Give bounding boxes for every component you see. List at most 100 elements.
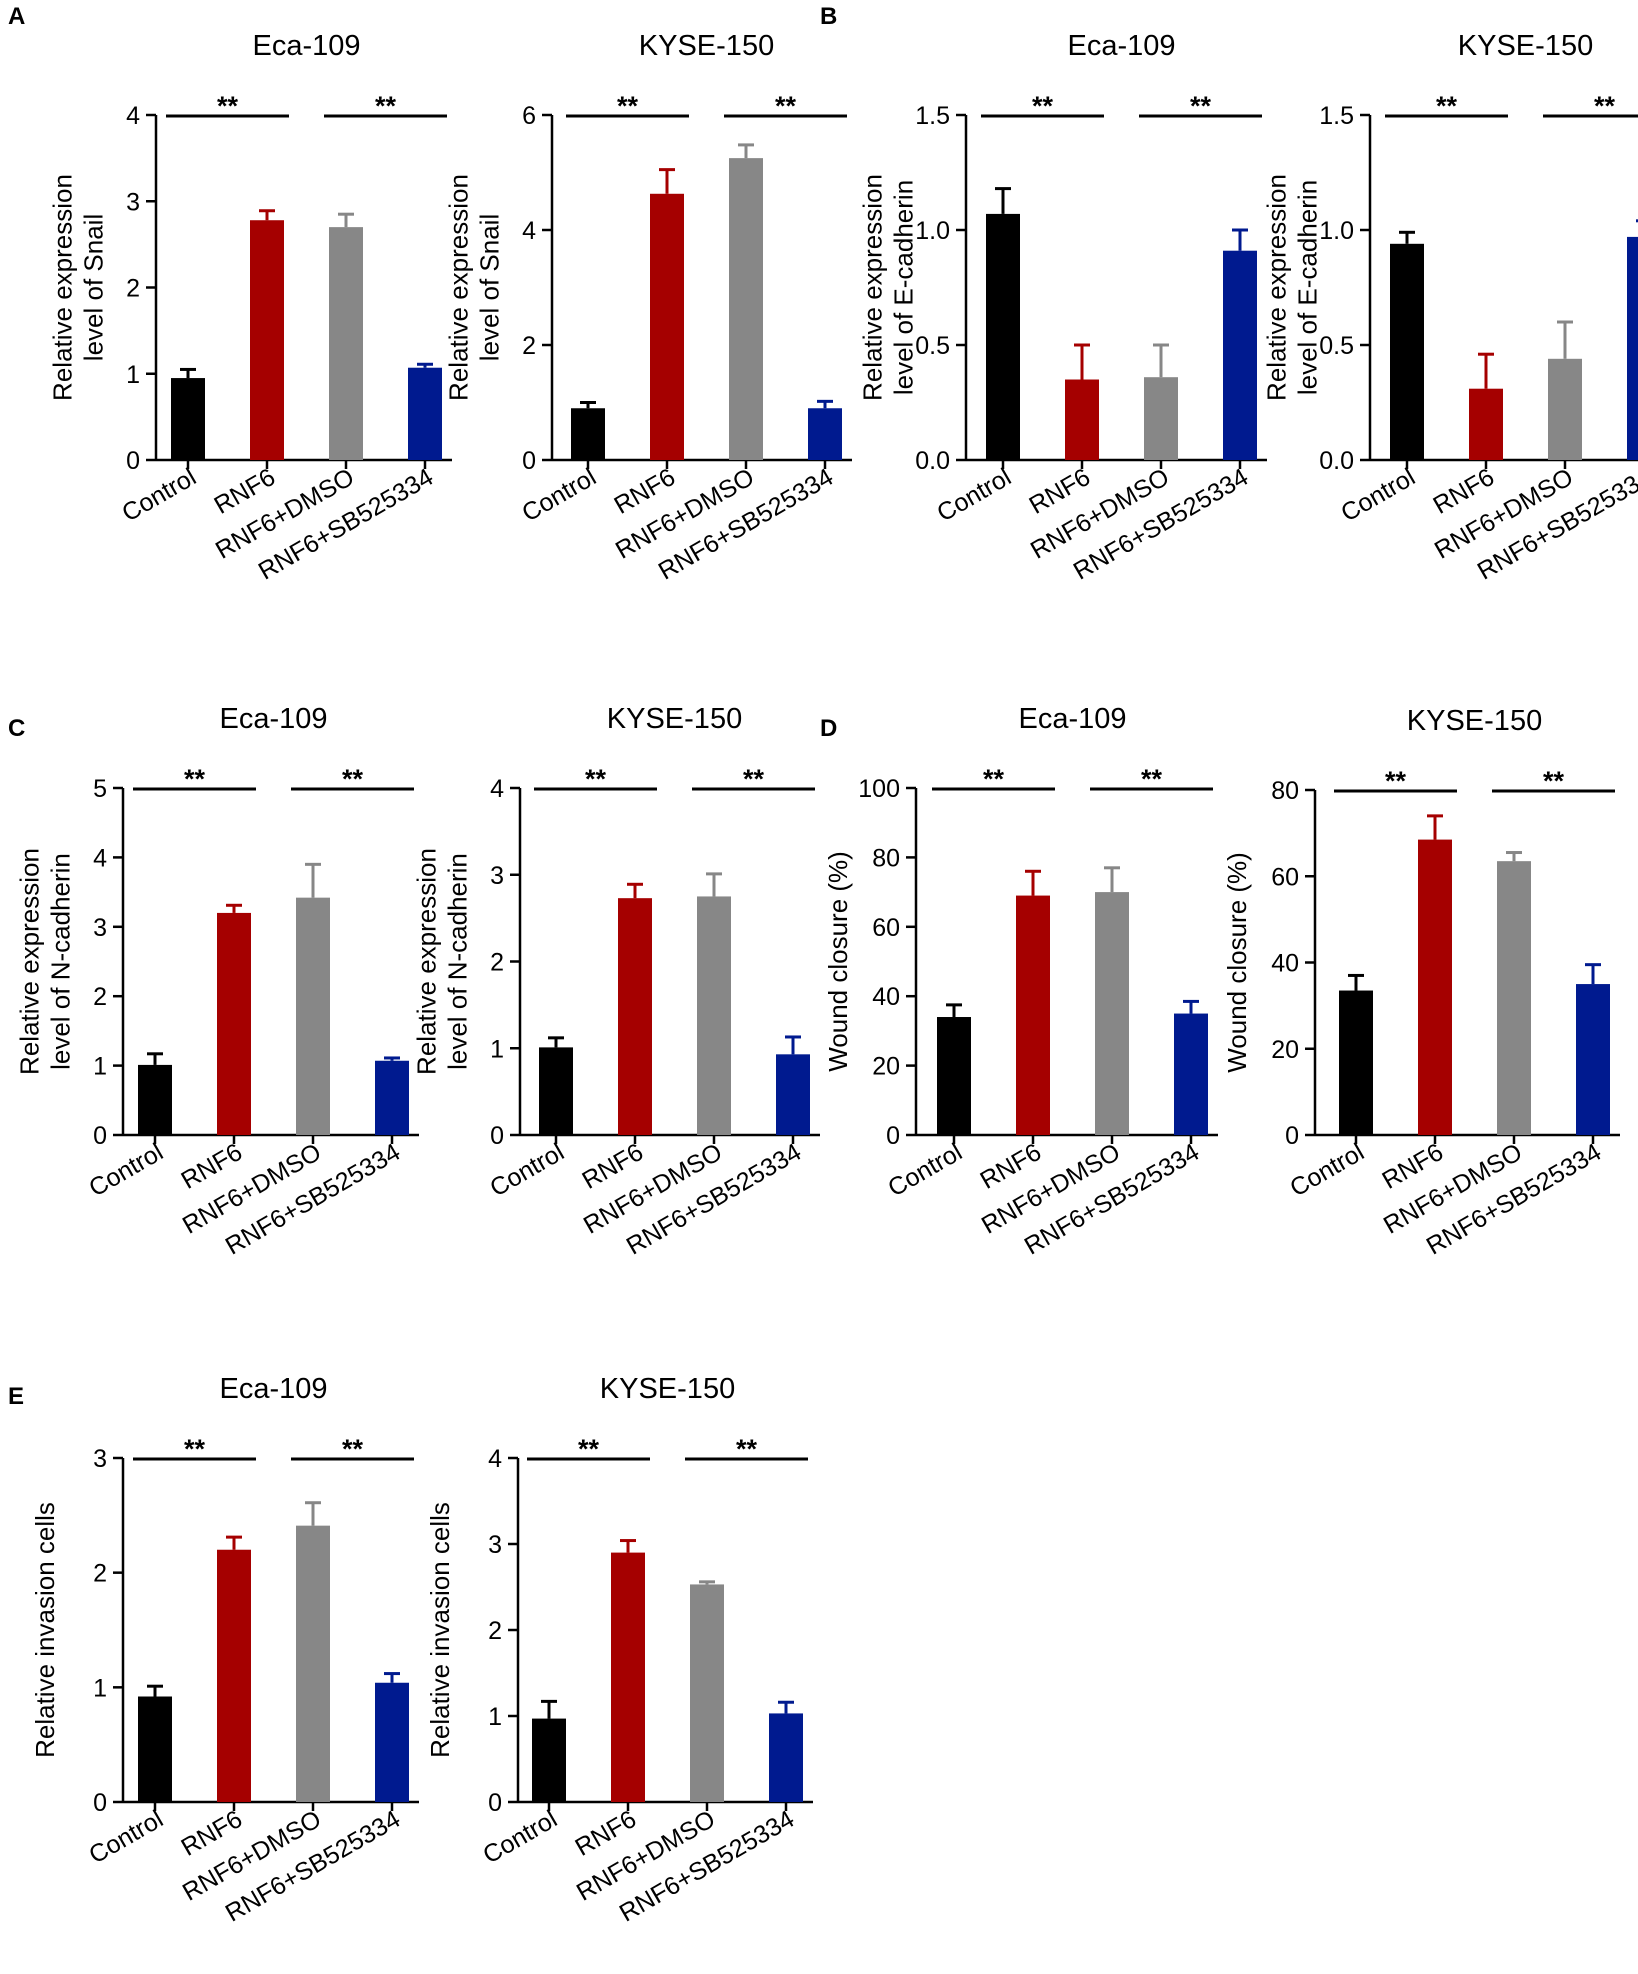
chart-c-eca-109: Eca-109 0 1 2 3 4 5 Relative expression level of… bbox=[15, 703, 419, 1261]
y-tick-label: 2 bbox=[522, 332, 536, 360]
significance-label: ** bbox=[736, 1434, 758, 1464]
y-axis-label: level of Snail bbox=[475, 214, 505, 361]
y-tick-label: 0 bbox=[1285, 1122, 1299, 1150]
bar-rnf6 bbox=[618, 898, 652, 1135]
significance-label: ** bbox=[1385, 766, 1407, 796]
y-tick-label: 6 bbox=[522, 102, 536, 130]
significance-label: ** bbox=[1032, 91, 1054, 121]
chart-title: Eca-109 bbox=[1067, 30, 1175, 62]
y-tick-label: 100 bbox=[858, 775, 900, 803]
bar-rnf6 bbox=[1065, 379, 1099, 460]
significance-label: ** bbox=[1594, 91, 1616, 121]
bar-control bbox=[571, 408, 605, 460]
significance-label: ** bbox=[1141, 764, 1163, 794]
y-tick-label: 1 bbox=[93, 1674, 107, 1702]
significance-label: ** bbox=[585, 764, 607, 794]
bar-rnf6-sb525334 bbox=[408, 367, 442, 460]
significance-label: ** bbox=[617, 91, 639, 121]
bar-rnf6-sb525334 bbox=[1627, 236, 1638, 460]
chart-title: Eca-109 bbox=[252, 30, 360, 62]
y-axis-label: Relative invasion cells bbox=[30, 1502, 60, 1758]
bar-control bbox=[1339, 990, 1373, 1135]
chart-title: KYSE-150 bbox=[1407, 705, 1542, 737]
bar-rnf6-dmso bbox=[296, 897, 330, 1135]
y-tick-label: 2 bbox=[93, 1560, 107, 1588]
chart-title: Eca-109 bbox=[219, 1373, 327, 1405]
bar-rnf6 bbox=[611, 1552, 645, 1802]
panel-letter-e: E bbox=[8, 1383, 24, 1410]
chart-c-kyse-150: KYSE-150 0 1 2 3 4 Relative expression level of… bbox=[412, 703, 820, 1261]
y-tick-label: 3 bbox=[93, 914, 107, 942]
y-axis-label: Relative expression bbox=[15, 848, 45, 1075]
y-tick-label: 80 bbox=[872, 844, 900, 872]
bar-rnf6-sb525334 bbox=[808, 408, 842, 460]
significance-label: ** bbox=[342, 764, 364, 794]
y-tick-label: 1.5 bbox=[915, 102, 950, 130]
panel-letter-c: C bbox=[8, 715, 25, 742]
y-tick-label: 1.0 bbox=[915, 217, 950, 245]
y-axis-label: Relative expression bbox=[444, 174, 474, 401]
bar-rnf6 bbox=[217, 912, 251, 1135]
chart-a-eca-109: Eca-109 0 1 2 3 4 Relative expression level of … bbox=[48, 30, 452, 586]
panel-letter-d: D bbox=[820, 715, 837, 742]
y-tick-label: 2 bbox=[93, 983, 107, 1011]
bar-rnf6-dmso bbox=[1144, 377, 1178, 460]
y-axis-label: level of N-cadherin bbox=[46, 853, 76, 1070]
bar-rnf6 bbox=[1016, 895, 1050, 1135]
panel-letter-a: A bbox=[8, 3, 25, 30]
significance-label: ** bbox=[1190, 91, 1212, 121]
y-tick-label: 0.0 bbox=[1319, 447, 1354, 475]
bar-rnf6-sb525334 bbox=[769, 1713, 803, 1802]
bar-rnf6 bbox=[1418, 839, 1452, 1135]
bar-rnf6-dmso bbox=[690, 1584, 724, 1802]
y-tick-label: 1.0 bbox=[1319, 217, 1354, 245]
bar-control bbox=[138, 1064, 172, 1135]
chart-title: KYSE-150 bbox=[639, 30, 774, 62]
significance-label: ** bbox=[375, 91, 397, 121]
y-tick-label: 0 bbox=[93, 1122, 107, 1150]
y-tick-label: 0 bbox=[93, 1789, 107, 1817]
y-tick-label: 60 bbox=[1271, 863, 1299, 891]
significance-label: ** bbox=[743, 764, 765, 794]
y-tick-label: 0 bbox=[522, 447, 536, 475]
bar-rnf6-dmso bbox=[697, 896, 731, 1135]
bar-control bbox=[532, 1718, 566, 1802]
bar-control bbox=[937, 1017, 971, 1135]
y-tick-label: 5 bbox=[93, 775, 107, 803]
bar-rnf6 bbox=[250, 220, 284, 460]
y-tick-label: 0 bbox=[488, 1789, 502, 1817]
y-tick-label: 0 bbox=[490, 1122, 504, 1150]
y-tick-label: 0.5 bbox=[915, 332, 950, 360]
bar-control bbox=[539, 1047, 573, 1135]
y-tick-label: 1.5 bbox=[1319, 102, 1354, 130]
y-axis-label: level of Snail bbox=[79, 214, 109, 361]
y-tick-label: 1 bbox=[490, 1035, 504, 1063]
y-tick-label: 0 bbox=[886, 1122, 900, 1150]
significance-label: ** bbox=[342, 1434, 364, 1464]
significance-label: ** bbox=[775, 91, 797, 121]
bar-rnf6 bbox=[650, 193, 684, 460]
y-tick-label: 4 bbox=[126, 102, 140, 130]
significance-label: ** bbox=[1543, 766, 1565, 796]
y-tick-label: 4 bbox=[488, 1445, 502, 1473]
significance-label: ** bbox=[578, 1434, 600, 1464]
y-tick-label: 2 bbox=[488, 1617, 502, 1645]
y-axis-label: Relative expression bbox=[858, 174, 888, 401]
chart-title: KYSE-150 bbox=[607, 703, 742, 735]
significance-label: ** bbox=[217, 91, 239, 121]
y-tick-label: 40 bbox=[1271, 950, 1299, 978]
bar-control bbox=[171, 378, 205, 460]
bar-rnf6-dmso bbox=[1095, 892, 1129, 1135]
y-axis-label: level of E-cadherin bbox=[1293, 180, 1323, 395]
y-tick-label: 20 bbox=[872, 1053, 900, 1081]
significance-label: ** bbox=[1436, 91, 1458, 121]
y-tick-label: 2 bbox=[490, 949, 504, 977]
bar-rnf6-sb525334 bbox=[776, 1054, 810, 1135]
bar-rnf6-sb525334 bbox=[1174, 1013, 1208, 1135]
chart-title: KYSE-150 bbox=[600, 1373, 735, 1405]
y-tick-label: 20 bbox=[1271, 1036, 1299, 1064]
y-axis-label: Relative invasion cells bbox=[425, 1502, 455, 1758]
y-tick-label: 2 bbox=[126, 275, 140, 303]
y-tick-label: 4 bbox=[490, 775, 504, 803]
